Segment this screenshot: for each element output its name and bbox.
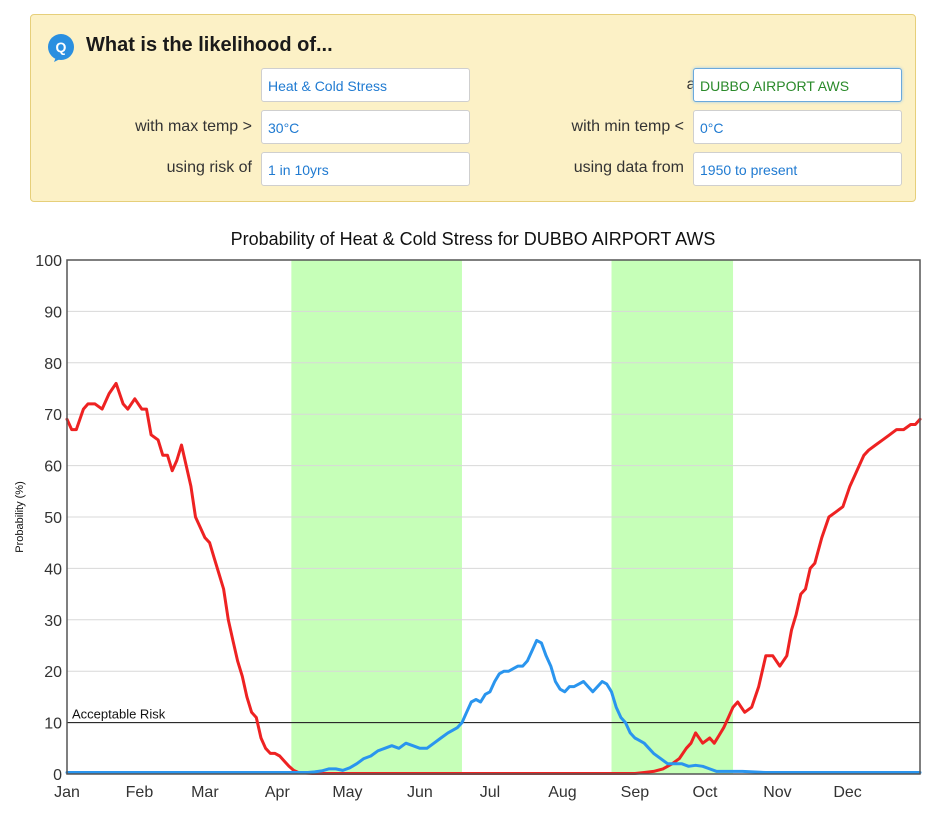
stress-type-select[interactable]: Heat & Cold Stress [261,68,470,102]
query-panel: Q What is the likelihood of... Heat & Co… [30,14,916,202]
y-tick-label: 100 [35,253,62,270]
y-tick-labels: 0 10 20 30 40 50 60 70 80 90 100 [35,253,62,784]
y-tick-label: 0 [53,767,62,784]
question-icon: Q [48,34,74,62]
x-tick-label: Oct [693,784,718,801]
probability-chart: Probability of Heat & Cold Stress for DU… [14,229,922,801]
x-tick-label: Apr [265,784,291,801]
risk-select[interactable]: 1 in 10yrs [261,152,470,186]
x-tick-label: Feb [126,784,154,801]
y-tick-label: 30 [44,613,62,630]
x-tick-label: May [332,784,362,801]
data-range-label: using data from [573,159,684,176]
min-temp-select[interactable]: 0°C [693,110,902,144]
y-axis-label: Probability (%) [14,481,26,553]
chart-title: Probability of Heat & Cold Stress for DU… [231,229,716,249]
max-temp-label: with max temp > [135,118,252,135]
x-tick-label: Jan [54,784,80,801]
x-tick-label: Jul [480,784,500,801]
series-lines [65,381,922,775]
x-tick-labels: Jan Feb Mar Apr May Jun Jul Aug Sep Oct Nov Dec [54,784,862,801]
y-tick-label: 20 [44,664,62,681]
x-tick-label: Jun [407,784,433,801]
y-tick-label: 70 [44,407,62,424]
x-tick-label: Mar [191,784,219,801]
series-line-2 [65,638,922,774]
max-temp-select[interactable]: 30°C [261,110,470,144]
plot-frame [66,259,921,775]
series-line-1 [65,381,922,775]
risk-label: using risk of [166,159,252,176]
y-tick-label: 10 [44,716,62,733]
x-tick-label: Aug [548,784,576,801]
x-tick-label: Sep [621,784,650,801]
station-input[interactable]: DUBBO AIRPORT AWS [693,68,902,102]
y-tick-label: 90 [44,304,62,321]
query-title: What is the likelihood of... [86,34,333,56]
x-tick-label: Dec [833,784,861,801]
y-tick-label: 80 [44,356,62,373]
y-tick-label: 60 [44,459,62,476]
data-range-select[interactable]: 1950 to present [693,152,902,186]
svg-text:Q: Q [56,39,67,55]
threshold-label: Acceptable Risk [72,707,166,722]
y-tick-label: 40 [44,561,62,578]
min-temp-label: with min temp < [571,118,684,135]
y-tick-label: 50 [44,510,62,527]
x-tick-label: Nov [763,784,791,801]
